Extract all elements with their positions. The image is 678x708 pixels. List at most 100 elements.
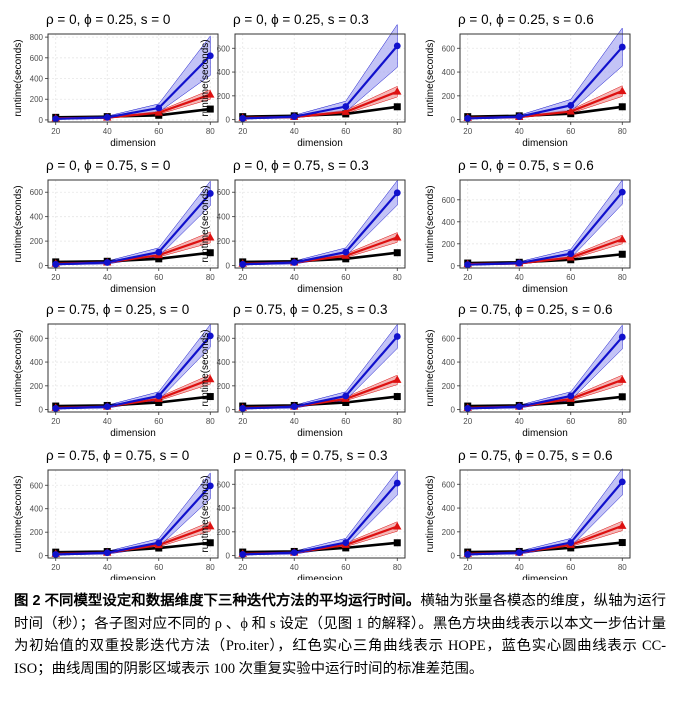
data-point-triangle xyxy=(618,234,627,243)
y-axis-title: runtime(seconds) xyxy=(200,185,211,262)
x-tick-label: 40 xyxy=(515,563,524,572)
series-line-red xyxy=(242,378,398,409)
y-axis-title: runtime(seconds) xyxy=(13,475,24,552)
x-tick-label: 80 xyxy=(393,273,402,282)
x-tick-label: 80 xyxy=(618,563,627,572)
series-line-black xyxy=(55,395,211,408)
y-tick-label: 600 xyxy=(442,44,456,53)
series-line-red xyxy=(242,525,398,555)
data-point-circle xyxy=(239,260,247,268)
y-tick-label: 600 xyxy=(442,480,456,489)
data-point-square xyxy=(342,398,350,406)
data-point-square xyxy=(206,105,214,113)
y-tick-label: 400 xyxy=(442,504,456,513)
data-point-circle xyxy=(515,403,523,411)
data-point-circle xyxy=(393,333,401,340)
data-point-circle xyxy=(567,101,575,109)
x-axis-title: dimension xyxy=(297,574,343,580)
x-tick-label: 60 xyxy=(566,273,575,282)
x-tick-label: 20 xyxy=(463,273,472,282)
data-point-circle xyxy=(239,405,247,412)
series-line-red xyxy=(467,238,623,266)
panel-border xyxy=(234,469,406,559)
y-tick-label: 0 xyxy=(39,116,44,125)
x-tick-label: 40 xyxy=(515,273,524,282)
sd-band-blue xyxy=(467,468,623,556)
data-point-triangle xyxy=(618,86,627,95)
panel: ρ = 0, ϕ = 0.25, s = 0.6 20 40 60 80 0 200 400 6… xyxy=(425,12,631,149)
x-tick-label: 20 xyxy=(51,273,60,282)
panel-title: ρ = 0, ϕ = 0.75, s = 0.6 xyxy=(458,158,594,173)
y-tick-label: 400 xyxy=(30,505,44,514)
data-point-square xyxy=(618,250,626,258)
x-tick-label: 20 xyxy=(238,417,247,426)
y-tick-label: 600 xyxy=(217,334,231,343)
x-tick-label: 60 xyxy=(341,563,350,572)
y-tick-label: 200 xyxy=(442,382,456,391)
panel-border xyxy=(47,179,219,269)
x-tick-label: 40 xyxy=(103,127,112,136)
y-tick-label: 600 xyxy=(217,480,231,489)
y-axis-title: runtime(seconds) xyxy=(425,39,436,116)
data-point-circle xyxy=(393,189,401,197)
x-axis-title: dimension xyxy=(297,138,343,149)
x-tick-label: 60 xyxy=(566,417,575,426)
series-line-blue xyxy=(242,45,399,120)
panel-border xyxy=(47,469,219,559)
panel-border xyxy=(459,33,631,123)
x-tick-label: 60 xyxy=(341,273,350,282)
panel: ρ = 0, ϕ = 0.75, s = 0.6 20 40 60 80 0 200 400 6… xyxy=(425,158,631,295)
data-point-circle xyxy=(52,405,60,412)
series-line-red xyxy=(467,90,623,119)
y-tick-label: 200 xyxy=(217,92,231,101)
panel-border xyxy=(47,323,219,413)
x-tick-label: 60 xyxy=(341,127,350,136)
data-point-circle xyxy=(393,42,401,50)
data-point-square xyxy=(155,255,163,263)
x-axis-title: dimension xyxy=(110,284,156,295)
y-tick-label: 200 xyxy=(30,95,44,104)
data-point-circle xyxy=(342,248,350,256)
y-tick-label: 0 xyxy=(226,262,231,271)
data-point-circle xyxy=(342,539,350,546)
x-tick-label: 40 xyxy=(103,563,112,572)
data-point-circle xyxy=(103,113,111,121)
sd-band-blue xyxy=(467,179,623,266)
x-axis-title: dimension xyxy=(297,284,343,295)
y-tick-label: 400 xyxy=(30,75,44,84)
panel-border xyxy=(459,469,631,559)
x-axis-title: dimension xyxy=(297,428,343,439)
sd-band-blue xyxy=(242,179,398,266)
y-tick-label: 600 xyxy=(442,334,456,343)
series-line-red xyxy=(467,378,623,409)
data-point-square xyxy=(206,249,214,257)
x-tick-label: 20 xyxy=(463,417,472,426)
y-tick-label: 600 xyxy=(442,196,456,205)
sd-band-blue xyxy=(242,323,398,410)
series-line-blue xyxy=(55,485,212,556)
y-tick-label: 200 xyxy=(30,237,44,246)
y-tick-label: 400 xyxy=(30,213,44,222)
data-point-circle xyxy=(290,403,298,411)
y-tick-label: 800 xyxy=(30,33,44,42)
data-point-circle xyxy=(103,403,111,411)
x-axis-title: dimension xyxy=(522,574,568,580)
data-point-circle xyxy=(206,482,214,490)
series-line-black xyxy=(467,395,623,408)
y-axis-title: runtime(seconds) xyxy=(425,475,436,552)
series-line-blue xyxy=(55,335,212,410)
data-point-square xyxy=(618,103,626,111)
data-point-circle xyxy=(206,52,214,60)
y-axis-title: runtime(seconds) xyxy=(200,475,211,552)
x-tick-label: 60 xyxy=(154,127,163,136)
data-point-square xyxy=(206,393,214,401)
y-tick-label: 0 xyxy=(39,552,44,561)
data-point-circle xyxy=(464,115,472,122)
y-tick-label: 400 xyxy=(217,68,231,77)
panel-border xyxy=(234,323,406,413)
x-tick-label: 20 xyxy=(51,127,60,136)
y-tick-label: 400 xyxy=(217,358,231,367)
data-point-circle xyxy=(464,405,472,412)
caption-body: 横轴为张量各模态的维度，纵轴为运行时间（秒）；各子图对应不同的 ρ 、ϕ 和 s… xyxy=(14,593,666,677)
panel: ρ = 0, ϕ = 0.25, s = 0.3 20 40 60 80 0 200 400 6… xyxy=(200,12,406,149)
